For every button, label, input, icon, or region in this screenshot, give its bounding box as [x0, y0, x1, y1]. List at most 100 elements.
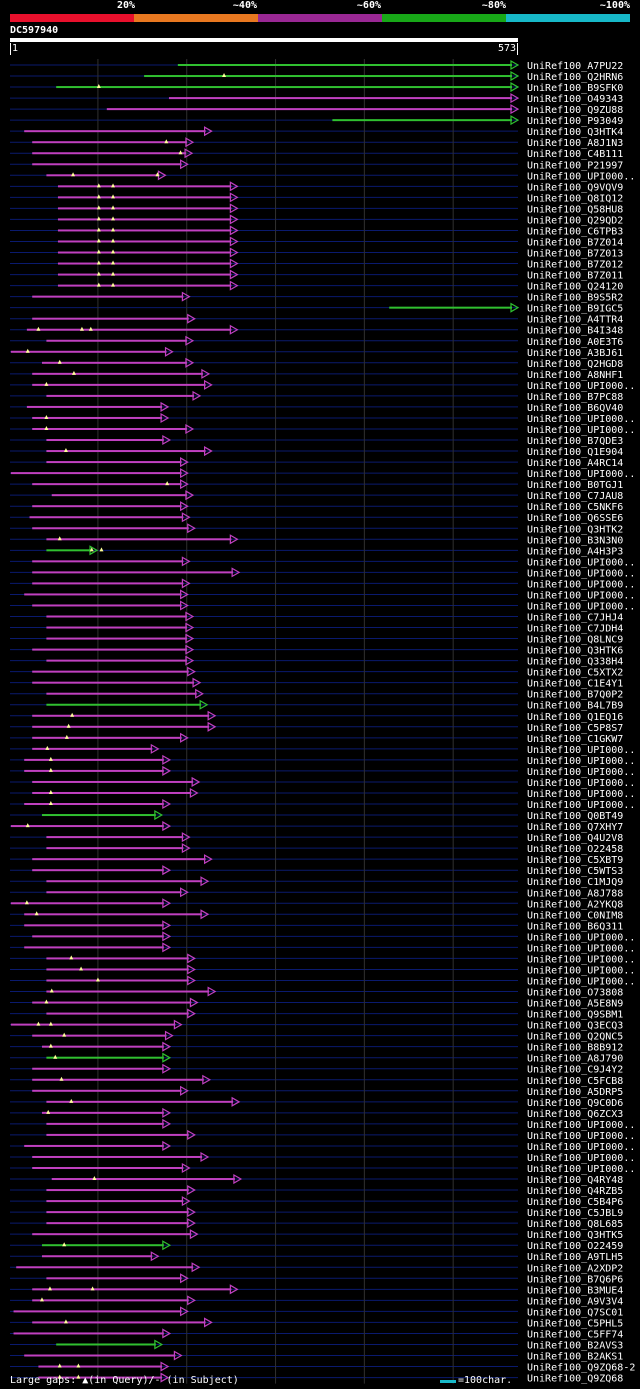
hit-arrow	[162, 1118, 172, 1129]
hit-bar	[46, 461, 182, 464]
hit-label: UniRef100_B2AVS3	[527, 1340, 623, 1351]
hit-arrow	[180, 501, 189, 512]
hit-label: UniRef100_A3BJ61	[527, 348, 623, 359]
hit-bar	[32, 427, 187, 430]
hit-label: UniRef100_A5E8N9	[527, 999, 623, 1010]
scale-swatch	[440, 1380, 456, 1383]
gap-marker	[36, 1021, 41, 1026]
hit-bar	[57, 240, 232, 243]
gap-marker	[111, 183, 116, 188]
hit-label: UniRef100_A2XDP2	[527, 1263, 623, 1274]
hit-arrow	[185, 335, 195, 346]
hit-bar	[46, 174, 160, 177]
hit-label: UniRef100_C5XTX2	[527, 668, 623, 679]
hit-arrow	[162, 1052, 172, 1063]
hit-bar	[46, 1189, 189, 1192]
hit-arrow	[187, 523, 196, 534]
hit-label: UniRef100_Q9C0D6	[527, 1098, 623, 1109]
hit-label: UniRef100_UPI000..	[527, 171, 635, 182]
hit-label: UniRef100_Q7XHY7	[527, 822, 623, 833]
hit-label: UniRef100_Q338H4	[527, 657, 623, 668]
gap-marker	[70, 712, 75, 717]
hit-bar	[46, 979, 189, 982]
hit-bar	[46, 1012, 189, 1015]
hit-label: UniRef100_UPI000..	[527, 1164, 635, 1175]
hit-bar	[389, 306, 512, 309]
gap-marker	[95, 977, 100, 982]
hit-label: UniRef100_Q9ZQ68	[527, 1374, 623, 1385]
hit-arrow	[192, 390, 202, 401]
hit-label: UniRef100_Q1EQ16	[527, 712, 623, 723]
hit-arrow	[187, 953, 196, 964]
gap-marker	[178, 150, 183, 155]
hit-label: UniRef100_B4L7B9	[527, 701, 623, 712]
hit-arrow	[160, 1361, 170, 1372]
hit-bar	[24, 593, 182, 596]
legend-label-20: 20%	[116, 0, 135, 11]
gap-marker	[222, 73, 227, 78]
hit-label: UniRef100_A8J788	[527, 888, 623, 899]
gap-marker	[48, 756, 53, 761]
hit-bar	[24, 769, 164, 772]
gap-marker	[69, 1098, 74, 1103]
hit-label: UniRef100_C4B111	[527, 149, 623, 160]
hit-label: UniRef100_UPI000..	[527, 932, 635, 943]
hit-label: UniRef100_C5FCB8	[527, 1076, 623, 1087]
gap-marker	[44, 425, 49, 430]
hit-arrow	[185, 644, 195, 655]
hit-arrow	[180, 600, 189, 611]
hit-arrow	[233, 1173, 243, 1185]
hit-label: UniRef100_UPI000..	[527, 965, 635, 976]
hit-arrow	[181, 556, 191, 567]
gap-marker	[164, 139, 169, 144]
gap-marker	[89, 547, 94, 552]
hit-label: UniRef100_UPI000..	[527, 579, 635, 590]
hit-bar	[13, 1310, 182, 1313]
hit-label: UniRef100_A5DRP5	[527, 1087, 623, 1098]
hit-label: UniRef100_C5P8S7	[527, 723, 623, 734]
hit-arrow	[207, 721, 217, 732]
hit-bar	[332, 119, 512, 122]
hit-arrow	[180, 589, 189, 600]
hit-bar	[32, 505, 182, 508]
hit-arrow	[89, 545, 99, 556]
hit-label: UniRef100_UPI000..	[527, 590, 635, 601]
hit-bar	[32, 1078, 204, 1081]
hit-bar	[46, 990, 210, 993]
identity-band-60	[258, 14, 382, 22]
hit-bar	[32, 163, 182, 166]
hit-label: UniRef100_A4H3P3	[527, 546, 623, 557]
hit-arrow	[204, 446, 213, 457]
gap-marker	[111, 282, 116, 287]
hit-bar	[57, 273, 232, 276]
gap-marker	[96, 238, 101, 243]
hit-label: UniRef100_Q29QD2	[527, 215, 623, 226]
hit-arrow	[229, 236, 239, 247]
hit-label: UniRef100_A8NHF1	[527, 370, 623, 381]
hit-bar	[24, 758, 164, 761]
hit-bar	[24, 130, 206, 133]
hit-arrow	[185, 137, 195, 148]
hit-bar	[32, 780, 194, 783]
hit-bar	[106, 108, 512, 111]
hit-arrow	[180, 1085, 189, 1096]
hit-arrow	[154, 1339, 164, 1350]
hit-label: UniRef100_UPI000..	[527, 767, 635, 778]
hit-label: UniRef100_Q3HTK2	[527, 524, 623, 535]
hit-label: UniRef100_B9SFK0	[527, 83, 623, 94]
hit-arrow	[204, 379, 213, 390]
hit-arrow	[162, 1240, 172, 1251]
hit-label: UniRef100_A4RC14	[527, 458, 623, 469]
hit-arrow	[229, 258, 239, 269]
gap-marker	[64, 734, 69, 739]
gap-marker	[57, 1363, 62, 1368]
legend-label-40: ~40%	[232, 0, 257, 11]
hit-bar	[32, 483, 182, 486]
hit-arrow	[162, 754, 172, 765]
hit-arrow	[187, 964, 196, 975]
hit-arrow	[202, 1074, 212, 1085]
hit-label: UniRef100_C1MJQ9	[527, 877, 623, 888]
hit-bar	[32, 670, 189, 673]
gap-marker	[111, 216, 116, 221]
gap-marker	[79, 326, 84, 331]
